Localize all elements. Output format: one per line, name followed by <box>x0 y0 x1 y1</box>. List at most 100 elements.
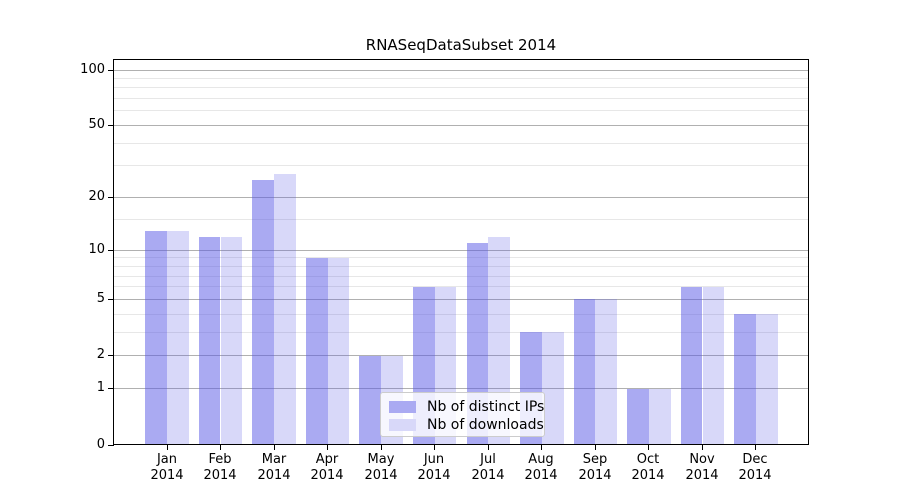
bar-jan-ips <box>145 230 167 445</box>
y-tick <box>108 125 114 126</box>
x-tick-year: 2014 <box>685 468 719 483</box>
x-tick-year: 2014 <box>578 468 612 483</box>
y-tick-label: 1 <box>96 380 105 395</box>
x-tick-month: Jul <box>480 452 496 467</box>
bar-apr-ips <box>305 257 328 445</box>
bar-oct-downloads <box>648 388 671 445</box>
minor-gridline <box>114 98 808 99</box>
bar-dec-ips <box>734 314 756 445</box>
minor-gridline <box>114 143 808 144</box>
minor-gridline <box>114 110 808 111</box>
x-tick-year: 2014 <box>310 468 344 483</box>
x-tick-month: Aug <box>528 452 554 467</box>
legend-swatch-downloads-icon <box>389 419 416 431</box>
x-tick <box>595 445 596 450</box>
y-tick-label: 20 <box>88 189 105 204</box>
minor-gridline <box>114 286 808 287</box>
y-tick <box>108 355 114 356</box>
bar-may-ips <box>359 355 382 445</box>
x-tick <box>434 445 435 450</box>
x-tick <box>648 445 649 450</box>
x-tick-year: 2014 <box>471 468 505 483</box>
y-tick-label: 100 <box>80 62 105 77</box>
minor-gridline <box>114 257 808 258</box>
x-tick <box>167 445 168 450</box>
x-tick-month: Mar <box>261 452 287 467</box>
x-tick-year: 2014 <box>203 468 237 483</box>
x-tick-label: Aug 2014 <box>509 452 573 484</box>
bar-jan-downloads <box>167 230 189 445</box>
x-tick-month: Jan <box>156 452 178 467</box>
x-tick <box>381 445 382 450</box>
y-tick-label: 50 <box>88 117 105 132</box>
minor-gridline <box>114 266 808 267</box>
y-tick <box>108 197 114 198</box>
legend-label-downloads: Nb of downloads <box>427 417 544 433</box>
major-gridline <box>114 125 808 126</box>
y-tick <box>108 250 114 251</box>
minor-gridline <box>114 78 808 79</box>
legend-entry-distinct-ips: Nb of distinct IPs <box>389 398 544 416</box>
y-tick-label: 10 <box>88 242 105 257</box>
y-tick <box>108 445 114 446</box>
plot-area <box>113 59 809 445</box>
x-tick-month: Feb <box>208 452 232 467</box>
major-gridline <box>114 299 808 300</box>
legend-label-distinct-ips: Nb of distinct IPs <box>427 399 545 415</box>
bar-dec-downloads <box>756 314 778 445</box>
bar-oct-ips <box>627 388 649 445</box>
x-tick-month: Sep <box>582 452 608 467</box>
major-gridline <box>114 355 808 356</box>
x-tick-month: Nov <box>689 452 715 467</box>
y-tick-label: 0 <box>96 437 105 452</box>
minor-gridline <box>114 219 808 220</box>
x-tick-label: Feb 2014 <box>188 452 252 484</box>
x-tick-year: 2014 <box>150 468 184 483</box>
x-tick <box>755 445 756 450</box>
bar-apr-downloads <box>327 257 350 445</box>
y-tick-label: 2 <box>96 347 105 362</box>
x-tick <box>488 445 489 450</box>
bar-aug-downloads <box>541 332 564 445</box>
x-tick-month: Dec <box>742 452 768 467</box>
x-tick-label: Sep 2014 <box>563 452 627 484</box>
bar-feb-downloads <box>220 236 243 445</box>
x-tick-month: Oct <box>636 452 660 467</box>
bar-mar-ips <box>252 180 275 445</box>
x-tick-year: 2014 <box>417 468 451 483</box>
x-tick-label: Jul 2014 <box>456 452 520 484</box>
bar-mar-downloads <box>274 174 296 445</box>
x-tick-label: Jan 2014 <box>135 452 199 484</box>
major-gridline <box>114 197 808 198</box>
y-tick <box>108 299 114 300</box>
major-gridline <box>114 388 808 389</box>
x-tick-year: 2014 <box>364 468 398 483</box>
x-tick-year: 2014 <box>631 468 665 483</box>
legend-entry-downloads: Nb of downloads <box>389 416 544 434</box>
y-tick-label: 5 <box>96 291 105 306</box>
minor-gridline <box>114 276 808 277</box>
x-tick-year: 2014 <box>738 468 772 483</box>
minor-gridline <box>114 314 808 315</box>
bar-feb-ips <box>198 236 221 445</box>
y-tick <box>108 70 114 71</box>
legend-swatch-distinct-ips-icon <box>389 401 416 413</box>
x-tick <box>327 445 328 450</box>
x-tick-label: Dec 2014 <box>723 452 787 484</box>
bar-sep-ips <box>573 299 596 445</box>
minor-gridline <box>114 165 808 166</box>
x-tick-month: Jun <box>423 452 445 467</box>
x-tick-label: Mar 2014 <box>242 452 306 484</box>
y-tick <box>108 388 114 389</box>
x-tick-year: 2014 <box>524 468 558 483</box>
x-tick-label: Apr 2014 <box>295 452 359 484</box>
minor-gridline <box>114 332 808 333</box>
minor-gridline <box>114 87 808 88</box>
x-tick-year: 2014 <box>257 468 291 483</box>
x-tick-label: Nov 2014 <box>670 452 734 484</box>
x-tick-month: May <box>367 452 395 467</box>
x-tick-label: May 2014 <box>349 452 413 484</box>
chart-title: RNASeqDataSubset 2014 <box>365 36 557 54</box>
major-gridline <box>114 70 808 71</box>
